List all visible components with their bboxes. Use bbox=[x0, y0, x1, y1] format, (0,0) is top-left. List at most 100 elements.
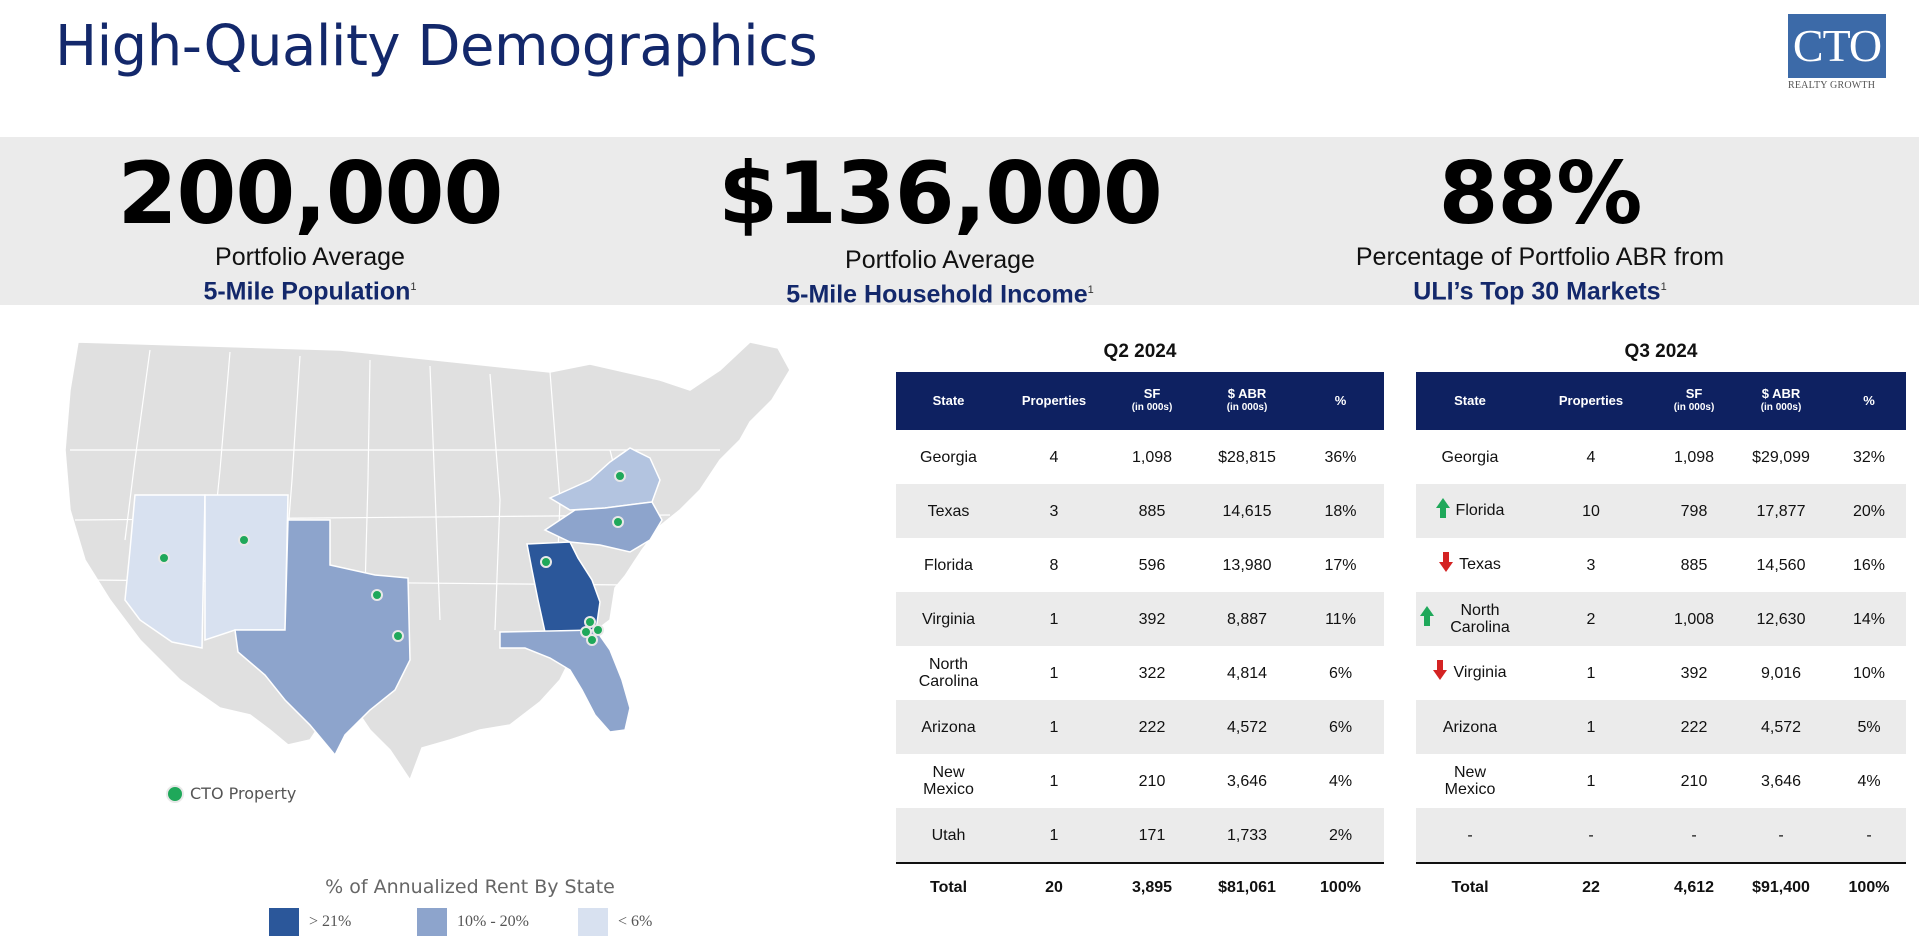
cell-sf: 210 bbox=[1680, 772, 1708, 790]
cell-state: Virginia bbox=[896, 592, 1001, 646]
cell-abr: 4,814 bbox=[1226, 664, 1268, 682]
table-row: North Carolina 1 322 4,814 6% bbox=[896, 646, 1384, 700]
stat-highlight: ULI’s Top 30 Markets1 bbox=[1413, 277, 1667, 306]
cell-abr: 13,980 bbox=[1222, 556, 1272, 574]
footnote-marker: 1 bbox=[1087, 284, 1094, 296]
table-row: Texas 3 885 14,560 16% bbox=[1416, 538, 1906, 592]
map-property-key: CTO Property bbox=[166, 784, 296, 803]
cell-state: Texas bbox=[896, 484, 1001, 538]
footnote-marker: 1 bbox=[410, 281, 417, 293]
table-header-row: State Properties SF (in 000s) $ ABR (in 00… bbox=[1416, 372, 1906, 430]
arrow-up-icon bbox=[1420, 606, 1434, 626]
cell-properties: 8 bbox=[1049, 556, 1059, 574]
logo-subtitle: REALTY GROWTH bbox=[1788, 80, 1876, 91]
property-dot bbox=[586, 634, 598, 646]
total-abr: $81,061 bbox=[1197, 862, 1297, 910]
cell-pct: 5% bbox=[1832, 700, 1906, 754]
col-properties: Properties bbox=[1001, 372, 1107, 430]
stats-band bbox=[0, 137, 1919, 305]
property-dot bbox=[580, 626, 592, 638]
cell-state: New Mexico bbox=[923, 764, 974, 798]
cell-abr: 9,016 bbox=[1760, 664, 1802, 682]
cell-state: North Carolina bbox=[1416, 592, 1524, 646]
stat-label: Portfolio Average bbox=[845, 246, 1035, 274]
legend-item-high: > 21% bbox=[269, 908, 351, 936]
cell-pct: 18% bbox=[1297, 484, 1384, 538]
stat-top-markets: 88% Percentage of Portfolio ABR from ULI… bbox=[1310, 146, 1770, 306]
property-dot bbox=[371, 589, 383, 601]
total-pct: 100% bbox=[1832, 862, 1906, 910]
cell-properties: 1 bbox=[1001, 700, 1107, 754]
cell-pct: 20% bbox=[1832, 484, 1906, 538]
cell-state: Florida bbox=[1416, 484, 1524, 538]
cell-properties: 1 bbox=[1001, 808, 1107, 863]
cell-sf: 1,098 bbox=[1673, 448, 1715, 466]
legend-swatch bbox=[417, 908, 447, 936]
col-pct: % bbox=[1832, 372, 1906, 430]
col-pct: % bbox=[1297, 372, 1384, 430]
cell-pct: 10% bbox=[1852, 664, 1886, 682]
property-dot bbox=[238, 534, 250, 546]
property-key-label: CTO Property bbox=[190, 784, 297, 803]
stat-population: 200,000 Portfolio Average 5-Mile Populat… bbox=[90, 146, 530, 306]
cell-state: Utah bbox=[896, 808, 1001, 863]
cell-properties: - bbox=[1524, 808, 1658, 863]
property-dot bbox=[592, 624, 604, 636]
table-total-row: Total 22 4,612 $91,400 100% bbox=[1416, 862, 1906, 910]
stat-highlight: 5-Mile Household Income1 bbox=[786, 280, 1094, 309]
cell-pct: 14% bbox=[1832, 592, 1906, 646]
legend-label: 10% - 20% bbox=[457, 913, 529, 930]
cell-abr: 17,877 bbox=[1730, 484, 1832, 538]
col-abr: $ ABR (in 000s) bbox=[1730, 372, 1832, 430]
table-row: New Mexico 1 210 3,646 4% bbox=[1416, 754, 1906, 808]
legend-label: > 21% bbox=[309, 913, 352, 930]
cell-sf: 171 bbox=[1107, 808, 1197, 863]
cell-abr: 14,560 bbox=[1756, 556, 1806, 574]
us-map bbox=[64, 341, 791, 782]
cell-state: New Mexico bbox=[1444, 764, 1496, 798]
cell-sf: - bbox=[1658, 808, 1730, 863]
total-properties: 22 bbox=[1524, 862, 1658, 910]
q3-table: Q3 2024 State Properties SF (in 000s) $ A… bbox=[1416, 338, 1906, 910]
cell-properties: 1 bbox=[1524, 700, 1658, 754]
q2-period-title: Q2 2024 bbox=[1103, 341, 1177, 362]
total-sf: 3,895 bbox=[1107, 862, 1197, 910]
total-state: Total bbox=[896, 862, 1001, 910]
legend-label: < 6% bbox=[618, 913, 653, 930]
cell-properties: 2 bbox=[1524, 592, 1658, 646]
company-logo: CTO REALTY GROWTH bbox=[1788, 14, 1888, 91]
state-north-carolina bbox=[543, 501, 663, 553]
cell-sf: 210 bbox=[1138, 772, 1166, 790]
cell-sf: 885 bbox=[1107, 484, 1197, 538]
q3-data-table: State Properties SF (in 000s) $ ABR (in 00… bbox=[1416, 372, 1906, 910]
cell-pct: 6% bbox=[1297, 700, 1384, 754]
table-row: Virginia 1 392 8,887 11% bbox=[896, 592, 1384, 646]
legend-item-low: < 6% bbox=[578, 908, 652, 936]
table-row: Georgia 4 1,098 $28,815 36% bbox=[896, 430, 1384, 484]
cell-state: Arizona bbox=[1416, 700, 1524, 754]
cell-abr: 3,646 bbox=[1760, 772, 1802, 790]
total-properties: 20 bbox=[1001, 862, 1107, 910]
cell-state: Georgia bbox=[920, 448, 977, 466]
cell-sf: 885 bbox=[1680, 556, 1708, 574]
cell-pct: 4% bbox=[1857, 772, 1881, 790]
property-dot bbox=[612, 516, 624, 528]
q2-data-table: State Properties SF (in 000s) $ ABR (in 00… bbox=[896, 372, 1384, 910]
cell-sf: 798 bbox=[1658, 484, 1730, 538]
property-dots bbox=[158, 470, 626, 646]
cell-properties: 3 bbox=[1001, 484, 1107, 538]
total-state: Total bbox=[1416, 862, 1524, 910]
cell-state: Texas bbox=[1416, 538, 1524, 592]
cell-properties: 1 bbox=[1001, 592, 1107, 646]
property-dot bbox=[392, 630, 404, 642]
table-header-row: State Properties SF (in 000s) $ ABR (in 00… bbox=[896, 372, 1384, 430]
cell-sf: 392 bbox=[1107, 592, 1197, 646]
cell-pct: 6% bbox=[1328, 664, 1353, 682]
footnote-marker: 1 bbox=[1660, 281, 1667, 293]
cell-sf: 222 bbox=[1107, 700, 1197, 754]
table-row: North Carolina 2 1,008 12,630 14% bbox=[1416, 592, 1906, 646]
table-row: Texas 3 885 14,615 18% bbox=[896, 484, 1384, 538]
table-row: Virginia 1 392 9,016 10% bbox=[1416, 646, 1906, 700]
cell-abr: $28,815 bbox=[1218, 448, 1276, 466]
cell-abr: - bbox=[1730, 808, 1832, 863]
